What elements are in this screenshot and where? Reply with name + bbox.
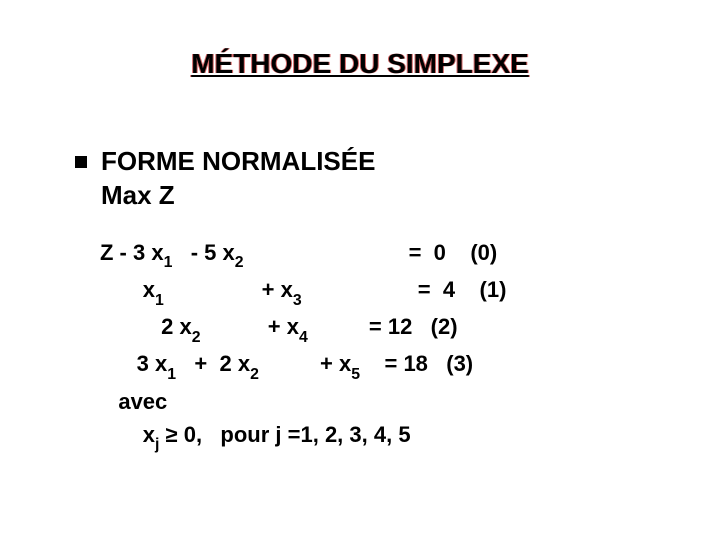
section-heading: FORME NORMALISÉE Max Z (75, 145, 375, 213)
eq-text: = 18 (3) (360, 351, 473, 376)
equations-block: Z - 3 x1 - 5 x2 = 0 (0) x1 + x3 = 4 (1) … (100, 236, 506, 455)
bullet-icon (75, 156, 87, 168)
eq-text: avec (100, 389, 167, 414)
eq-text: + x (201, 314, 299, 339)
eq-row-1: x1 + x3 = 4 (1) (100, 273, 506, 310)
eq-text: Z - 3 x (100, 240, 164, 265)
eq-text: + x (259, 351, 351, 376)
eq-row-2: 2 x2 + x4 = 12 (2) (100, 310, 506, 347)
eq-sub: 2 (235, 254, 244, 271)
eq-text: = 0 (0) (244, 240, 498, 265)
eq-text: 3 x (100, 351, 167, 376)
eq-sub: 1 (164, 254, 173, 271)
eq-row-3: 3 x1 + 2 x2 + x5 = 18 (3) (100, 347, 506, 384)
page-title: MÉTHODE DU SIMPLEXE (0, 48, 720, 80)
eq-row-0: Z - 3 x1 - 5 x2 = 0 (0) (100, 236, 506, 273)
eq-sub: 1 (167, 366, 176, 383)
eq-sub: 3 (293, 292, 302, 309)
eq-sub: j (155, 436, 159, 453)
eq-sub: 1 (155, 292, 164, 309)
eq-text: 2 x (100, 314, 192, 339)
eq-sub: 5 (351, 366, 360, 383)
heading-line2: Max Z (101, 179, 375, 213)
eq-text: = 12 (2) (308, 314, 458, 339)
eq-sub: 2 (192, 329, 201, 346)
eq-sub: 2 (250, 366, 259, 383)
eq-text: + x (164, 277, 293, 302)
section-block: FORME NORMALISÉE Max Z (75, 145, 375, 213)
eq-text: = 4 (1) (302, 277, 507, 302)
eq-text: + 2 x (176, 351, 250, 376)
eq-text: x (100, 277, 155, 302)
eq-text: - 5 x (172, 240, 234, 265)
eq-sub: 4 (299, 329, 308, 346)
eq-avec: avec (100, 385, 506, 418)
eq-condition: xj ≥ 0, pour j =1, 2, 3, 4, 5 (100, 418, 506, 455)
heading-line1: FORME NORMALISÉE (101, 146, 375, 176)
eq-text: x (100, 422, 155, 447)
eq-text: ≥ 0, pour j =1, 2, 3, 4, 5 (159, 422, 410, 447)
